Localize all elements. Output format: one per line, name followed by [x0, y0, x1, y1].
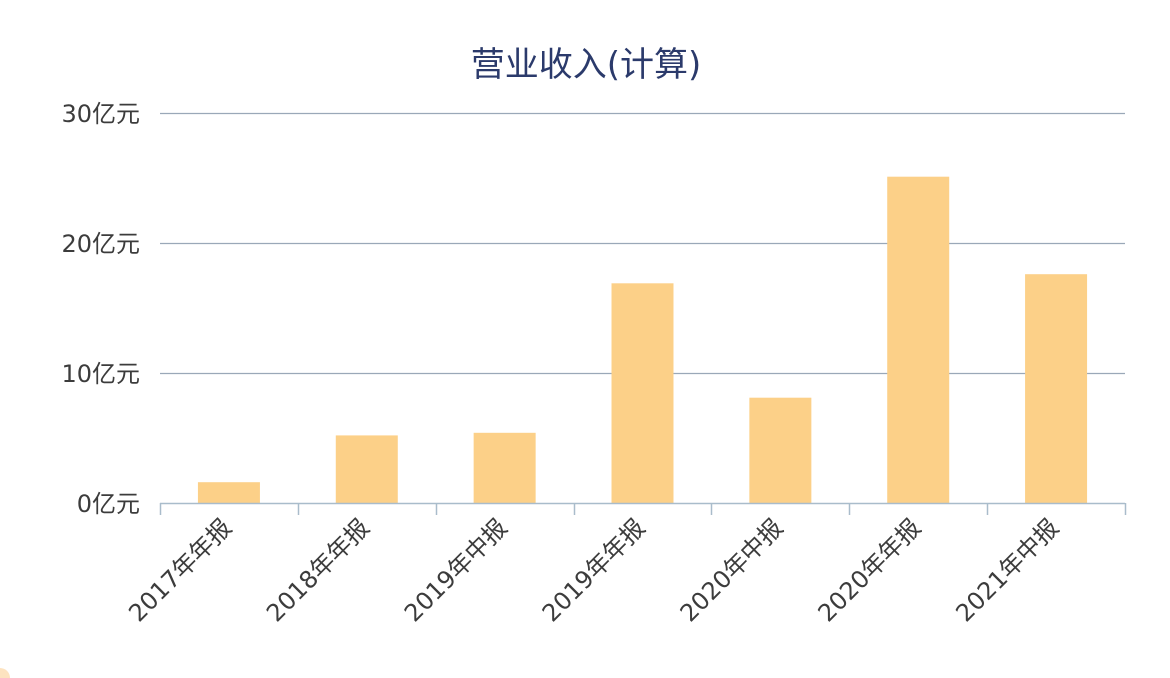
bar: [749, 397, 812, 503]
x-tick-label: 2019年年报: [537, 513, 651, 627]
x-axis: [159, 502, 1127, 515]
y-tick-label: 10亿元: [61, 360, 140, 388]
x-tick-label: 2017年年报: [123, 513, 237, 627]
corner-accent: [0, 668, 10, 678]
bar: [473, 432, 536, 503]
x-tick-label: 2018年年报: [261, 513, 375, 627]
y-tick-labels: 0亿元 10亿元 20亿元 30亿元: [61, 100, 140, 518]
y-tick-label: 0亿元: [77, 490, 140, 518]
y-tick-label: 20亿元: [61, 230, 140, 258]
chart-title: 营业收入(计算): [471, 45, 702, 85]
bar: [197, 482, 260, 503]
x-tick-label: 2021年中报: [950, 513, 1064, 627]
bars: [197, 176, 1088, 503]
x-tick-labels: 2017年年报 2018年年报 2019年中报 2019年年报 2020年中报 2020年…: [123, 513, 1064, 627]
bar: [1025, 274, 1088, 503]
bar: [611, 283, 674, 503]
x-tick-label: 2019年中报: [399, 513, 513, 627]
y-tick-label: 30亿元: [61, 100, 140, 128]
bar: [887, 176, 950, 503]
x-tick-label: 2020年中报: [675, 513, 789, 627]
x-tick-label: 2020年年报: [813, 513, 927, 627]
bar: [335, 435, 398, 503]
